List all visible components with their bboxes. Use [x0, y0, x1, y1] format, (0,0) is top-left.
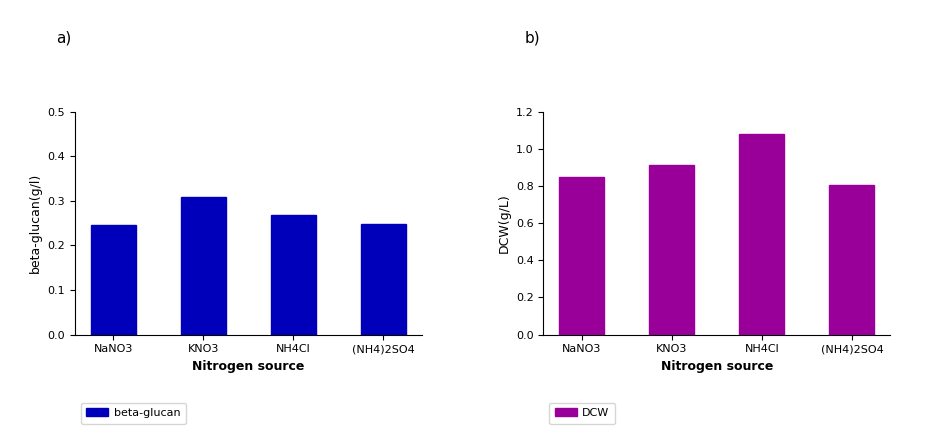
Bar: [649, 166, 694, 335]
Bar: [181, 197, 226, 335]
X-axis label: Nitrogen source: Nitrogen source: [660, 360, 772, 373]
X-axis label: Nitrogen source: Nitrogen source: [192, 360, 304, 373]
Text: b): b): [524, 30, 540, 45]
Text: a): a): [56, 30, 71, 45]
Bar: [559, 177, 604, 335]
Bar: [360, 224, 405, 335]
Y-axis label: beta-glucan(g/l): beta-glucan(g/l): [29, 173, 42, 273]
Bar: [91, 225, 136, 335]
Legend: DCW: DCW: [548, 403, 615, 424]
Bar: [739, 134, 783, 335]
Bar: [828, 185, 873, 335]
Legend: beta-glucan: beta-glucan: [80, 403, 186, 424]
Y-axis label: DCW(g/L): DCW(g/L): [497, 193, 510, 253]
Bar: [271, 215, 315, 335]
